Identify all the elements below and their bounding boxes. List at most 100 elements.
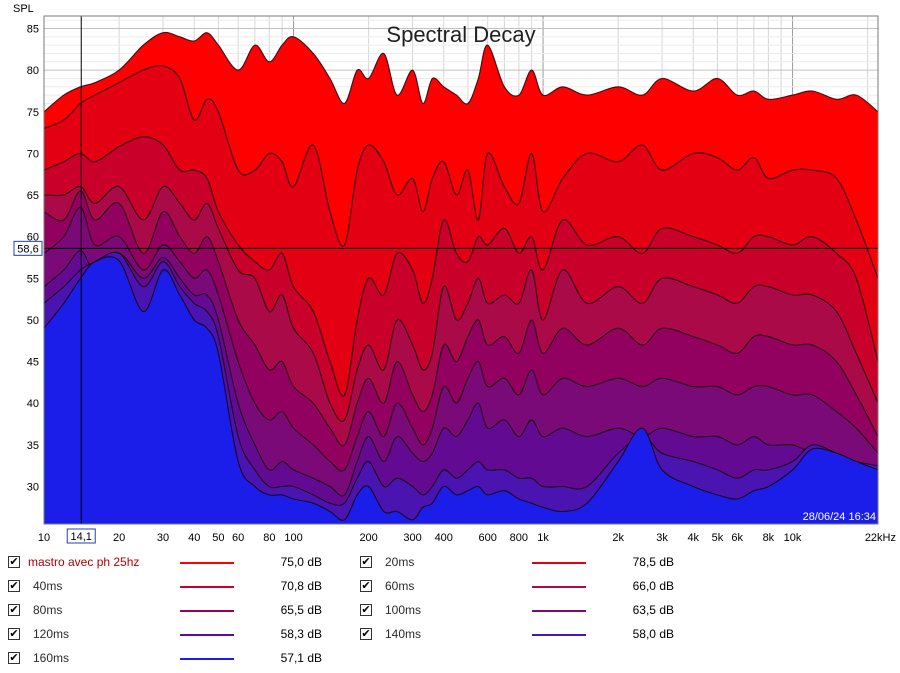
legend-swatch (532, 634, 586, 636)
x-tick-label: 50 (212, 532, 224, 544)
legend-series-name: 160ms (33, 651, 70, 665)
frame-border (43, 15, 879, 525)
x-tick-label: 1k (537, 532, 549, 544)
decay-curve-2 (44, 136, 878, 397)
x-tick-label: 600 (479, 532, 497, 544)
legend-checkbox[interactable]: ✔ (8, 627, 20, 640)
chart-title: Spectral Decay (386, 22, 535, 47)
legend-series-name: 60ms (385, 579, 415, 593)
decay-curve-1 (44, 65, 878, 279)
y-tick-label: 45 (27, 357, 39, 369)
x-tick-label: 800 (510, 532, 528, 544)
legend-swatch (532, 610, 586, 612)
legend-item: ✔ 160ms 57,1 dB (8, 649, 328, 667)
x-tick-label: 5k (712, 532, 724, 544)
legend-item: ✔ mastro avec ph 25hz 75,0 dB (8, 553, 328, 571)
legend-swatch (180, 610, 234, 612)
x-tick-label: 20 (113, 532, 125, 544)
legend-value: 70,8 dB (280, 579, 322, 593)
x-tick-label: 2k (612, 532, 624, 544)
legend-value: 63,5 dB (632, 603, 674, 617)
legend-checkbox[interactable]: ✔ (360, 603, 372, 616)
x-tick-label: 60 (232, 532, 244, 544)
x-tick-labels: 10 20 30 40 50 60 80 100 200 300 400 600 800 1k 2k 3k 4k… (38, 528, 896, 544)
y-tick-label: 70 (27, 148, 39, 160)
x-tick-label: 4k (687, 532, 699, 544)
legend-item: ✔ 60ms 66,0 dB (360, 577, 680, 595)
decay-areas (44, 31, 878, 524)
y-axis-label: SPL (13, 3, 34, 15)
y-tick-label: 30 (27, 482, 39, 494)
legend-checkbox[interactable]: ✔ (360, 555, 372, 568)
legend-value: 58,3 dB (280, 627, 322, 641)
x-tick-label: 40 (188, 532, 200, 544)
legend-checkbox[interactable]: ✔ (8, 579, 20, 592)
x-tick-label: 10k (784, 532, 802, 544)
x-tick-label: 8k (763, 532, 775, 544)
x-tick-label: 6k (731, 532, 743, 544)
chart: SPL 30 35 40 45 50 55 60 65 70 75 80 85 58,6 10 20 30 4… (13, 3, 896, 544)
x-tick-label: 200 (359, 532, 377, 544)
decay-curve-8 (44, 256, 878, 521)
decay-curve-3 (44, 185, 878, 422)
legend-checkbox[interactable]: ✔ (8, 603, 20, 616)
y-tick-label: 60 (27, 232, 39, 244)
x-tick-label: 80 (263, 532, 275, 544)
legend-value: 58,0 dB (632, 627, 674, 641)
x-tick-label: 30 (157, 532, 169, 544)
legend-value: 75,0 dB (280, 555, 322, 569)
legend-checkbox[interactable]: ✔ (8, 555, 20, 568)
cursor (44, 16, 878, 524)
legend-checkbox[interactable]: ✔ (8, 651, 20, 664)
y-tick-label: 75 (27, 107, 39, 119)
legend-checkbox[interactable]: ✔ (360, 579, 372, 592)
legend-swatch (532, 562, 586, 564)
y-tick-label: 50 (27, 315, 39, 327)
legend: ✔ mastro avec ph 25hz 75,0 dB ✔ 20ms 78,5 dB ✔… (0, 552, 900, 673)
decay-curve-6 (44, 250, 878, 497)
y-tick-label: 35 (27, 440, 39, 452)
legend-value: 78,5 dB (632, 555, 674, 569)
legend-item: ✔ 40ms 70,8 dB (8, 577, 328, 595)
legend-series-name: 100ms (385, 603, 422, 617)
x-tick-label: 3k (656, 532, 668, 544)
legend-series-name: 120ms (33, 627, 70, 641)
legend-series-name: 80ms (33, 603, 63, 617)
cursor-y-label: 58,6 (13, 240, 43, 256)
legend-item: ✔ 120ms 58,3 dB (8, 625, 328, 643)
legend-item: ✔ 20ms 78,5 dB (360, 553, 680, 571)
y-tick-labels: 30 35 40 45 50 55 60 65 70 75 80 85 58,6 (13, 23, 43, 494)
legend-series-name: 40ms (33, 579, 63, 593)
decay-curve-0 (44, 31, 878, 113)
x-tick-label: 300 (403, 532, 421, 544)
cursor-x-label-box (66, 528, 96, 544)
y-tick-label: 85 (27, 23, 39, 35)
legend-item: ✔ 80ms 65,5 dB (8, 601, 328, 619)
decay-curve-4 (44, 190, 878, 447)
plot-frame (43, 15, 879, 525)
x-tick-label: 10 (38, 532, 50, 544)
legend-swatch (532, 586, 586, 588)
decay-curve-5 (44, 206, 878, 472)
y-tick-label: 80 (27, 65, 39, 77)
y-tick-label: 40 (27, 398, 39, 410)
legend-item: ✔ 100ms 63,5 dB (360, 601, 680, 619)
legend-value: 57,1 dB (280, 651, 322, 665)
cursor-x-label: 14,1 (66, 528, 96, 544)
cursor-x-label-text: 14,1 (71, 531, 92, 543)
cursor-y-label-box (13, 240, 43, 256)
legend-swatch (180, 562, 234, 564)
x-tick-label: 400 (435, 532, 453, 544)
cursor-y-label-text: 58,6 (17, 243, 38, 255)
legend-swatch (180, 658, 234, 660)
legend-series-name: 140ms (385, 627, 422, 641)
x-tick-label: 100 (284, 532, 302, 544)
legend-value: 66,0 dB (632, 579, 674, 593)
legend-swatch (180, 634, 234, 636)
legend-checkbox[interactable]: ✔ (360, 627, 372, 640)
legend-item: ✔ 140ms 58,0 dB (360, 625, 680, 643)
legend-series-name: 20ms (385, 555, 415, 569)
legend-series-name: mastro avec ph 25hz (28, 555, 140, 569)
decay-curve-7 (44, 251, 878, 506)
y-tick-label: 55 (27, 273, 39, 285)
